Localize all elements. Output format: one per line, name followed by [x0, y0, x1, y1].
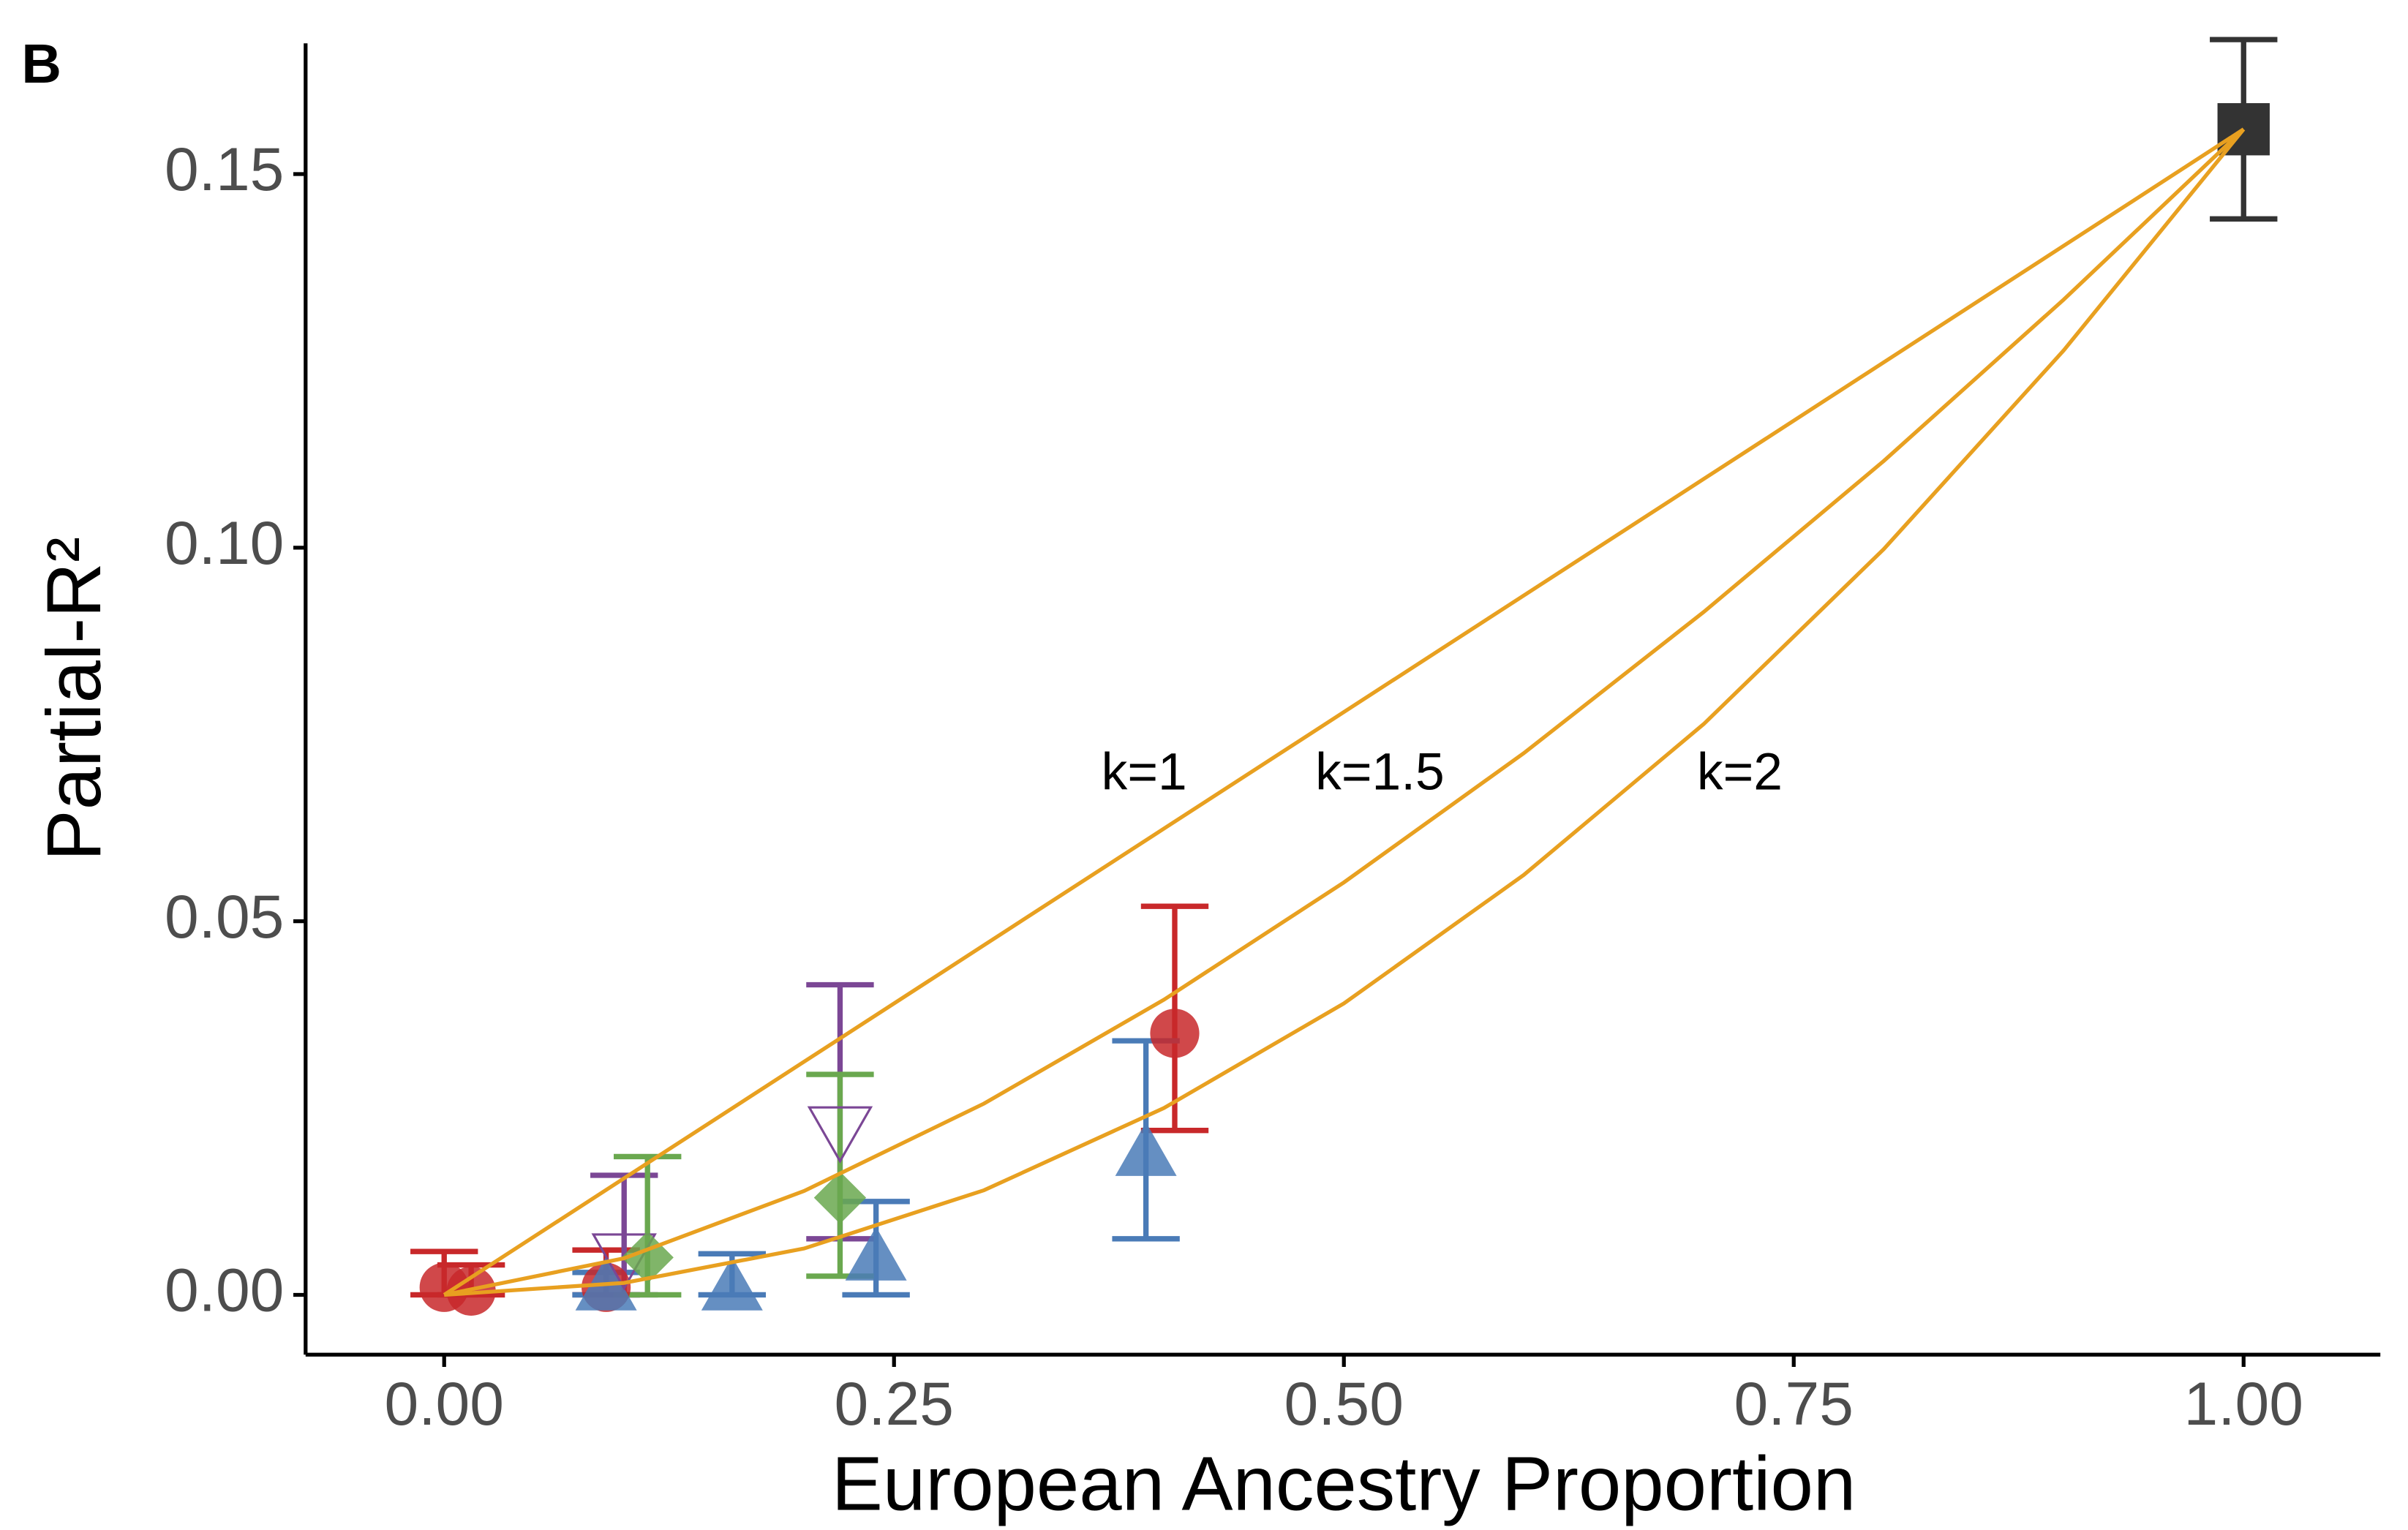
- curve: [444, 128, 2246, 1297]
- x-tick-label: 0.75: [1734, 1369, 1854, 1438]
- point: [845, 1226, 907, 1281]
- y-tick-label: 0.15: [165, 135, 284, 203]
- y-tick-label: 0.00: [165, 1256, 284, 1324]
- y-axis-title: Partial-R²: [31, 537, 117, 861]
- curve-label: k=1.5: [1315, 742, 1445, 801]
- panel-label: B: [21, 34, 61, 95]
- point: [1150, 1009, 1200, 1058]
- y-tick-label: 0.10: [165, 508, 284, 577]
- x-tick-label: 0.00: [385, 1369, 504, 1438]
- x-tick-label: 1.00: [2184, 1369, 2303, 1438]
- x-axis-title: European Ancestry Proportion: [832, 1442, 1856, 1527]
- point: [807, 1106, 873, 1164]
- x-tick-label: 0.25: [835, 1369, 954, 1438]
- curve-label: k=2: [1697, 742, 1783, 801]
- x-tick-label: 0.50: [1284, 1369, 1404, 1438]
- curve-label: k=1: [1102, 742, 1187, 801]
- point: [1115, 1122, 1177, 1176]
- y-tick-label: 0.05: [165, 882, 284, 951]
- point: [701, 1256, 763, 1311]
- point: [813, 1171, 867, 1224]
- curve: [443, 127, 2245, 1297]
- curve: [443, 127, 2246, 1297]
